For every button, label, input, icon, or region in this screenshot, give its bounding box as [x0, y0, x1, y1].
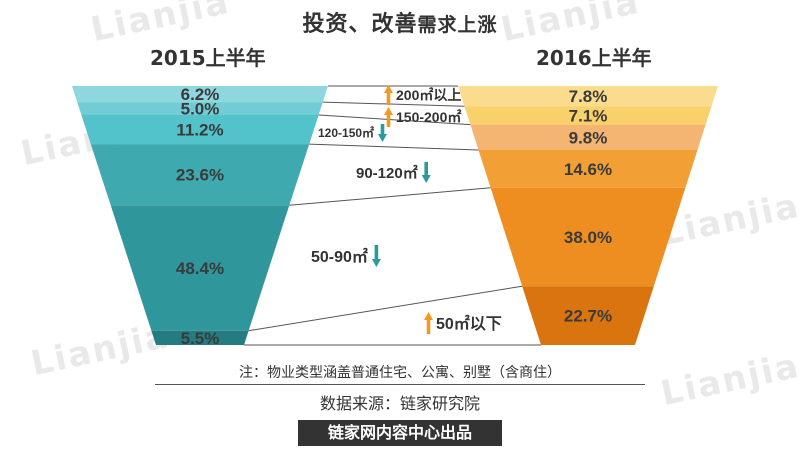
period-label-right: 2016上半年 [536, 46, 652, 70]
funnel-left-segment [72, 86, 328, 103]
funnel-right-value-label: 7.8% [569, 87, 608, 106]
funnel-left-value-label: 6.2% [181, 85, 220, 104]
title-main: 投资、改善 [302, 12, 418, 37]
down-arrow-icon [421, 162, 431, 183]
down-arrow-icon [371, 245, 381, 267]
funnel-left-value-label: 5.0% [181, 100, 220, 119]
connector-line [309, 143, 479, 151]
funnel-left-value-label: 5.5% [181, 329, 220, 348]
category-label: 150-200㎡ [396, 109, 461, 125]
funnel-right-segment [464, 106, 712, 125]
funnel-left-segment [110, 205, 290, 331]
funnel-left-segment [77, 102, 323, 115]
funnel-right-value-label: 22.7% [564, 307, 612, 326]
source-text: 数据来源：链家研究院 [319, 394, 480, 413]
funnel-left-value-label: 11.2% [176, 121, 223, 140]
note-text: 注：物业类型涵盖普通住宅、公寓、别墅（含商住） [239, 365, 561, 381]
funnel-left-segment [81, 115, 319, 145]
period-label-left: 2015上半年 [150, 46, 266, 70]
category-label: 90-120㎡ [356, 164, 418, 182]
funnel-right-segment [490, 187, 686, 287]
up-arrow-icon [384, 85, 393, 105]
category-label: 200㎡以上 [396, 87, 461, 103]
funnel-left-segment [90, 144, 310, 206]
connector-line [289, 187, 491, 206]
connector-line [248, 285, 523, 332]
funnel-right-value-label: 7.1% [569, 106, 608, 125]
up-arrow-icon [424, 312, 433, 334]
category-label: 50㎡以下 [436, 314, 502, 333]
funnel-right-segment [470, 124, 706, 150]
funnel-right-value-label: 14.6% [564, 160, 612, 179]
funnel-right-segment [522, 286, 654, 345]
funnel-right-value-label: 38.0% [564, 228, 612, 247]
category-label: 50-90㎡ [311, 247, 368, 266]
funnel-left-value-label: 48.4% [176, 259, 224, 278]
title-sub: 需求上涨 [417, 14, 498, 36]
footer-badge: 链家网内容中心出品 [298, 420, 502, 446]
funnel-right-value-label: 9.8% [569, 128, 608, 147]
connector-line [322, 101, 465, 107]
chart-title: 投资、改善需求上涨 [0, 6, 800, 38]
funnel-left-segment [151, 330, 249, 345]
category-label: 120-150㎡ [318, 125, 374, 140]
funnel-left-value-label: 23.6% [176, 166, 224, 185]
connector-line [318, 114, 471, 126]
divider-line [155, 384, 645, 385]
funnel-right-segment [458, 86, 718, 107]
down-arrow-icon [378, 124, 387, 142]
funnel-right-segment [478, 150, 698, 188]
up-arrow-icon [384, 107, 393, 127]
